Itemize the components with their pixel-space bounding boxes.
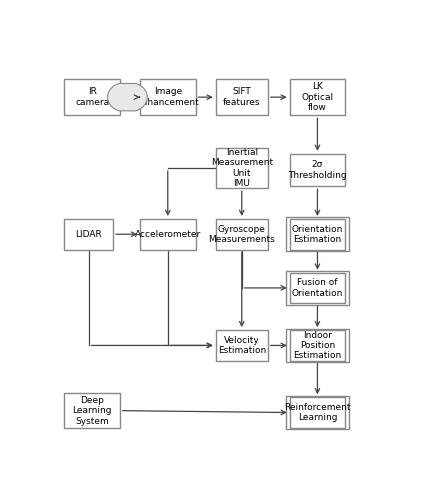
Text: 2σ
Thresholding: 2σ Thresholding — [288, 160, 347, 180]
Bar — [216, 148, 268, 188]
Text: Indoor
Position
Estimation: Indoor Position Estimation — [293, 331, 342, 361]
Text: Accelerometer: Accelerometer — [135, 230, 201, 239]
Bar — [216, 79, 268, 116]
Text: IR
camera: IR camera — [75, 88, 109, 107]
Bar — [290, 154, 345, 186]
Bar — [64, 79, 120, 116]
Bar — [140, 219, 196, 249]
Text: Velocity
Estimation: Velocity Estimation — [217, 336, 266, 355]
Bar — [216, 219, 268, 249]
Bar — [290, 219, 345, 249]
Bar — [286, 271, 349, 305]
Text: Fusion of
Orientation: Fusion of Orientation — [292, 278, 343, 298]
Bar — [64, 393, 120, 428]
Bar — [140, 79, 196, 116]
Polygon shape — [108, 84, 147, 111]
Bar — [290, 330, 345, 361]
Text: LIDAR: LIDAR — [76, 230, 102, 239]
Bar — [286, 396, 349, 429]
Text: Image
Enhancement: Image Enhancement — [136, 88, 199, 107]
Bar — [286, 217, 349, 251]
Text: Deep
Learning
System: Deep Learning System — [72, 396, 112, 425]
Bar — [290, 79, 345, 116]
Bar — [216, 330, 268, 361]
Bar — [290, 397, 345, 428]
Bar — [290, 272, 345, 303]
Text: SIFT
features: SIFT features — [223, 88, 260, 107]
Text: LK
Optical
flow: LK Optical flow — [301, 82, 333, 112]
Bar — [286, 329, 349, 363]
Bar — [64, 219, 113, 249]
Text: Gyroscope
Measurements: Gyroscope Measurements — [208, 225, 275, 244]
Text: Orientation
Estimation: Orientation Estimation — [292, 225, 343, 244]
Text: Inertial
Measurement
Unit
IMU: Inertial Measurement Unit IMU — [210, 148, 273, 188]
Text: Reinforcement
Learning: Reinforcement Learning — [284, 403, 351, 422]
